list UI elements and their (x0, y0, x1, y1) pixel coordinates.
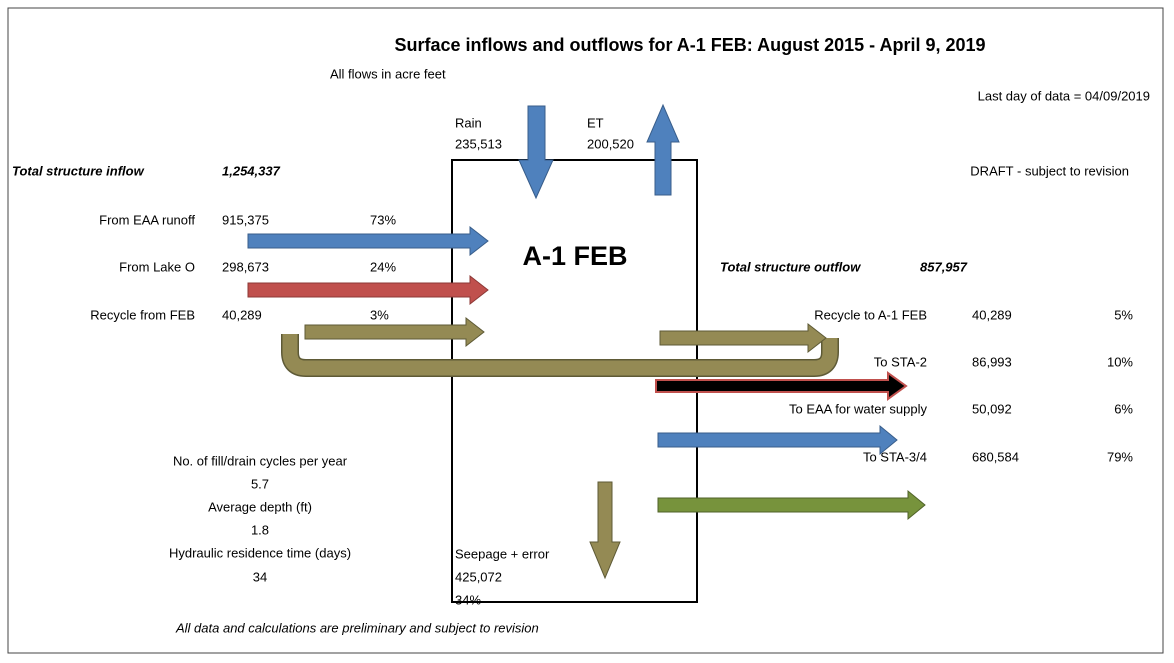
row-value: 86,993 (972, 354, 1012, 369)
seepage-label: Seepage + error (455, 546, 550, 561)
et-value: 200,520 (587, 136, 634, 151)
row-percent: 3% (370, 307, 389, 322)
row-label: From EAA runoff (99, 212, 195, 227)
rain-label: Rain (455, 115, 482, 130)
title: Surface inflows and outflows for A-1 FEB… (394, 35, 985, 55)
last-day: Last day of data = 04/09/2019 (978, 88, 1150, 103)
row-percent: 5% (1114, 307, 1133, 322)
row-percent: 10% (1107, 354, 1133, 369)
sta2-arrow (655, 371, 908, 401)
stat-label: Average depth (ft) (208, 499, 312, 514)
row-label: From Lake O (119, 259, 195, 274)
stat-label: Hydraulic residence time (days) (169, 545, 351, 560)
inflow-label: Total structure inflow (12, 163, 145, 178)
seepage-arrow (589, 481, 621, 580)
row-percent: 79% (1107, 449, 1133, 464)
recycle-out-arrow (659, 322, 827, 354)
row-value: 680,584 (972, 449, 1019, 464)
rain-value: 235,513 (455, 136, 502, 151)
seepage-percent: 34% (455, 592, 481, 607)
outflow-value: 857,957 (920, 259, 968, 274)
row-label: To STA-3/4 (863, 449, 927, 464)
lake-o-arrow (247, 274, 489, 306)
row-value: 298,673 (222, 259, 269, 274)
recycle-in-arrow (304, 316, 485, 348)
box-label: A-1 FEB (522, 241, 627, 271)
subtitle: All flows in acre feet (330, 66, 446, 81)
sta34-arrow (657, 489, 926, 521)
row-value: 40,289 (222, 307, 262, 322)
outflow-label: Total structure outflow (720, 259, 861, 274)
eaa-supply-arrow (657, 424, 898, 456)
frame (7, 7, 1164, 654)
row-percent: 24% (370, 259, 396, 274)
et-arrow (646, 103, 680, 196)
row-value: 40,289 (972, 307, 1012, 322)
et-label: ET (587, 115, 604, 130)
row-percent: 6% (1114, 401, 1133, 416)
seepage-value: 425,072 (455, 569, 502, 584)
row-percent: 73% (370, 212, 396, 227)
inflow-value: 1,254,337 (222, 163, 281, 178)
stat-value: 34 (253, 569, 267, 584)
row-label: Recycle from FEB (90, 307, 195, 322)
row-value: 50,092 (972, 401, 1012, 416)
eaa-inflow-arrow (247, 225, 489, 257)
stat-value: 1.8 (251, 522, 269, 537)
row-label: Recycle to A-1 FEB (814, 307, 927, 322)
rain-arrow (518, 105, 554, 200)
recycle-loop (282, 334, 838, 376)
stat-label: No. of fill/drain cycles per year (173, 453, 348, 468)
row-value: 915,375 (222, 212, 269, 227)
row-label: To EAA for water supply (789, 401, 928, 416)
row-label: To STA-2 (874, 354, 927, 369)
draft: DRAFT - subject to revision (970, 163, 1129, 178)
footnote: All data and calculations are preliminar… (175, 620, 539, 635)
stat-value: 5.7 (251, 476, 269, 491)
